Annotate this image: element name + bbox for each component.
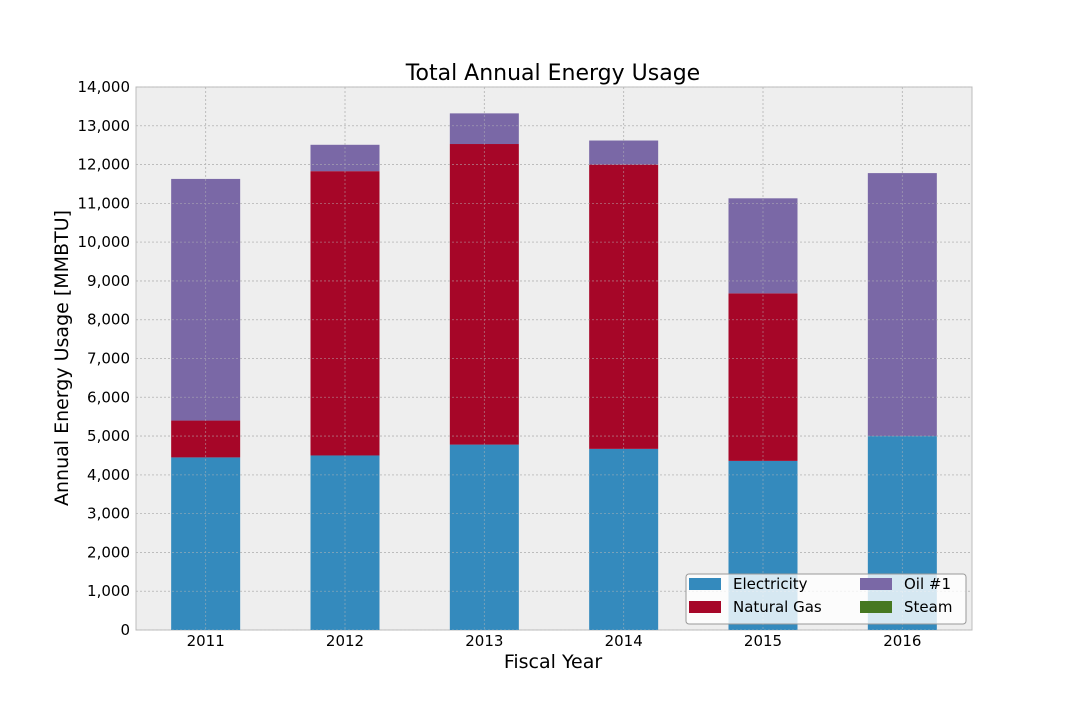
y-tick-label: 11,000 xyxy=(78,194,131,212)
x-tick-label: 2012 xyxy=(326,632,364,650)
y-tick-label: 14,000 xyxy=(78,78,131,96)
y-tick-label: 5,000 xyxy=(87,427,130,445)
y-tick-label: 0 xyxy=(120,621,130,639)
x-tick-label: 2011 xyxy=(187,632,225,650)
x-tick-label: 2015 xyxy=(744,632,782,650)
legend-swatch xyxy=(689,601,721,613)
y-tick-label: 12,000 xyxy=(78,156,131,174)
legend-swatch xyxy=(860,601,892,613)
legend-swatch xyxy=(860,578,892,590)
x-tick-label: 2013 xyxy=(465,632,503,650)
x-tick-label: 2016 xyxy=(883,632,921,650)
grid-lines-overlay xyxy=(136,86,972,631)
x-tick-label: 2014 xyxy=(605,632,643,650)
legend-label: Oil #1 xyxy=(904,575,951,593)
y-tick-label: 13,000 xyxy=(78,117,131,135)
legend-label: Natural Gas xyxy=(733,598,822,616)
y-tick-labels: 0 1,000 2,000 3,000 4,000 5,000 6,000 7,000 8,00… xyxy=(78,78,131,639)
bar-oil-1-2015 xyxy=(728,198,798,294)
legend-box xyxy=(685,573,967,625)
chart-title: Total Annual Energy Usage xyxy=(405,61,700,86)
x-tick-labels: 2011 2012 2013 2014 2015 2016 xyxy=(187,632,922,650)
y-tick-label: 1,000 xyxy=(87,582,130,600)
y-tick-label: 9,000 xyxy=(87,272,130,290)
y-tick-label: 10,000 xyxy=(78,233,131,251)
y-tick-label: 4,000 xyxy=(87,466,130,484)
x-axis-label: Fiscal Year xyxy=(504,651,603,673)
legend-label: Steam xyxy=(904,598,952,616)
legend-label: Electricity xyxy=(733,575,808,593)
y-tick-label: 2,000 xyxy=(87,543,130,561)
bar-oil-1-2012 xyxy=(310,144,380,172)
bar-natural-gas-2013 xyxy=(449,144,519,445)
legend: Electricity Natural Gas Oil #1 Steam xyxy=(685,573,967,625)
y-tick-label: 6,000 xyxy=(87,388,130,406)
y-axis-label: Annual Energy Usage [MMBTU] xyxy=(51,210,73,506)
legend-swatch xyxy=(689,578,721,590)
y-tick-label: 8,000 xyxy=(87,311,130,329)
y-tick-label: 3,000 xyxy=(87,505,130,523)
y-tick-label: 7,000 xyxy=(87,350,130,368)
